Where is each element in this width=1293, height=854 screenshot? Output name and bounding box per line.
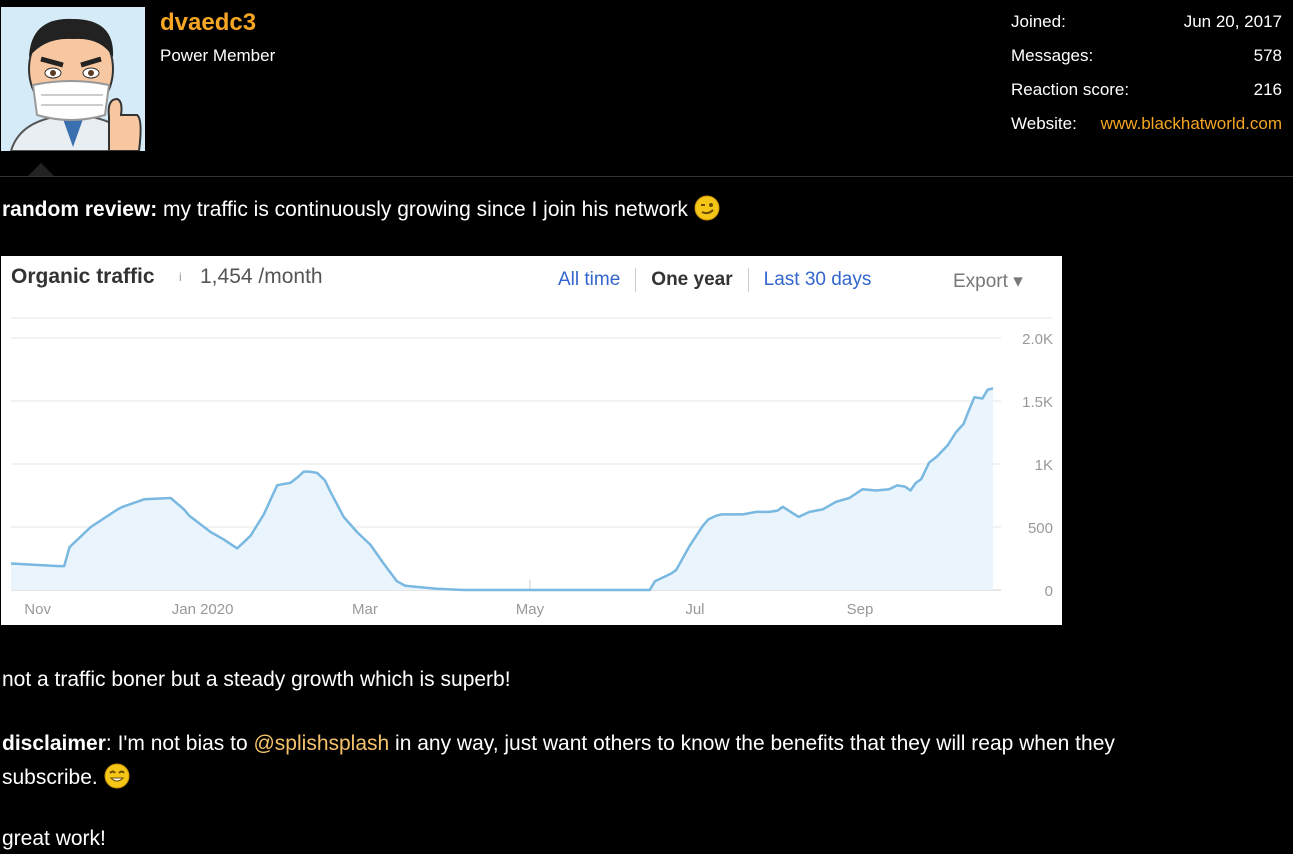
export-dropdown[interactable]: Export ▾ — [953, 271, 1023, 292]
disclaimer-text: in any way, just want others to know the… — [389, 732, 1115, 755]
stat-label: Website: — [1011, 114, 1077, 133]
y-tick-label: 0 — [1045, 583, 1053, 600]
stat-joined: Joined: Jun 20, 2017 — [1011, 12, 1282, 46]
chart-plot: 2.0K 1.5K 1K 500 0 Nov Jan 2020 Mar May Jul Sep — [10, 317, 1053, 618]
stat-value: Jun 20, 2017 — [1183, 12, 1282, 31]
y-tick-label: 1.5K — [1022, 394, 1053, 411]
post-line: not a traffic boner but a steady growth … — [2, 668, 511, 691]
stat-label: Reaction score: — [1011, 80, 1130, 99]
username-link[interactable]: dvaedc3 — [160, 9, 257, 36]
range-tabs: All time One year Last 30 days — [558, 268, 886, 292]
y-tick-label: 500 — [1028, 520, 1053, 537]
stat-reaction-score: Reaction score: 216 — [1011, 80, 1282, 114]
tab-all-time[interactable]: All time — [558, 268, 637, 292]
disclaimer-line-2: subscribe. — [2, 763, 130, 790]
avatar[interactable] — [1, 7, 145, 151]
stat-value: 578 — [1253, 46, 1282, 65]
traffic-area — [11, 388, 993, 590]
wink-emoji-icon — [694, 195, 720, 221]
traffic-line — [10, 387, 994, 592]
profile-divider — [0, 176, 1293, 177]
tab-one-year[interactable]: One year — [636, 268, 749, 292]
x-tick-label: Sep — [847, 601, 874, 618]
user-title: Power Member — [160, 46, 276, 65]
disclaimer-text: : I'm not bias to — [105, 732, 254, 755]
user-stats: Joined: Jun 20, 2017 Messages: 578 React… — [1011, 12, 1282, 148]
x-tick-label: Jan 2020 — [172, 601, 234, 618]
disclaimer-label: disclaimer — [2, 732, 106, 755]
mention-link[interactable]: @splishsplash — [253, 732, 390, 755]
smile-emoji-icon — [104, 763, 130, 789]
avatar-pointer-arrow — [28, 163, 54, 176]
x-tick-label: Nov — [24, 601, 51, 618]
x-tick-label: May — [516, 601, 545, 618]
review-text: my traffic is continuously growing since… — [157, 198, 694, 221]
avatar-cartoon-face-icon — [1, 7, 145, 151]
stat-label: Joined: — [1011, 12, 1066, 31]
stat-messages: Messages: 578 — [1011, 46, 1282, 80]
y-tick-label: 2.0K — [1022, 331, 1053, 348]
chart-value: 1,454 /month — [200, 265, 323, 288]
x-tick-label: Mar — [352, 601, 378, 618]
tab-last-30-days[interactable]: Last 30 days — [763, 269, 872, 290]
review-line: random review: my traffic is continuousl… — [2, 195, 720, 222]
stat-website: Website: www.blackhatworld.com — [1011, 114, 1282, 148]
closing-line: great work! — [2, 827, 106, 850]
x-tick-label: Jul — [685, 601, 704, 618]
y-tick-label: 1K — [1035, 457, 1053, 474]
organic-traffic-chart: Organic traffic i 1,454 /month All time … — [1, 256, 1062, 625]
review-label: random review: — [2, 198, 158, 221]
info-icon[interactable]: i — [179, 270, 182, 284]
disclaimer-text: subscribe. — [2, 766, 104, 789]
chart-title: Organic traffic — [11, 265, 155, 288]
disclaimer-line: disclaimer: I'm not bias to @splishsplas… — [2, 732, 1115, 756]
website-link[interactable]: www.blackhatworld.com — [1100, 114, 1282, 133]
stat-label: Messages: — [1011, 46, 1094, 65]
stat-value: 216 — [1253, 80, 1282, 99]
